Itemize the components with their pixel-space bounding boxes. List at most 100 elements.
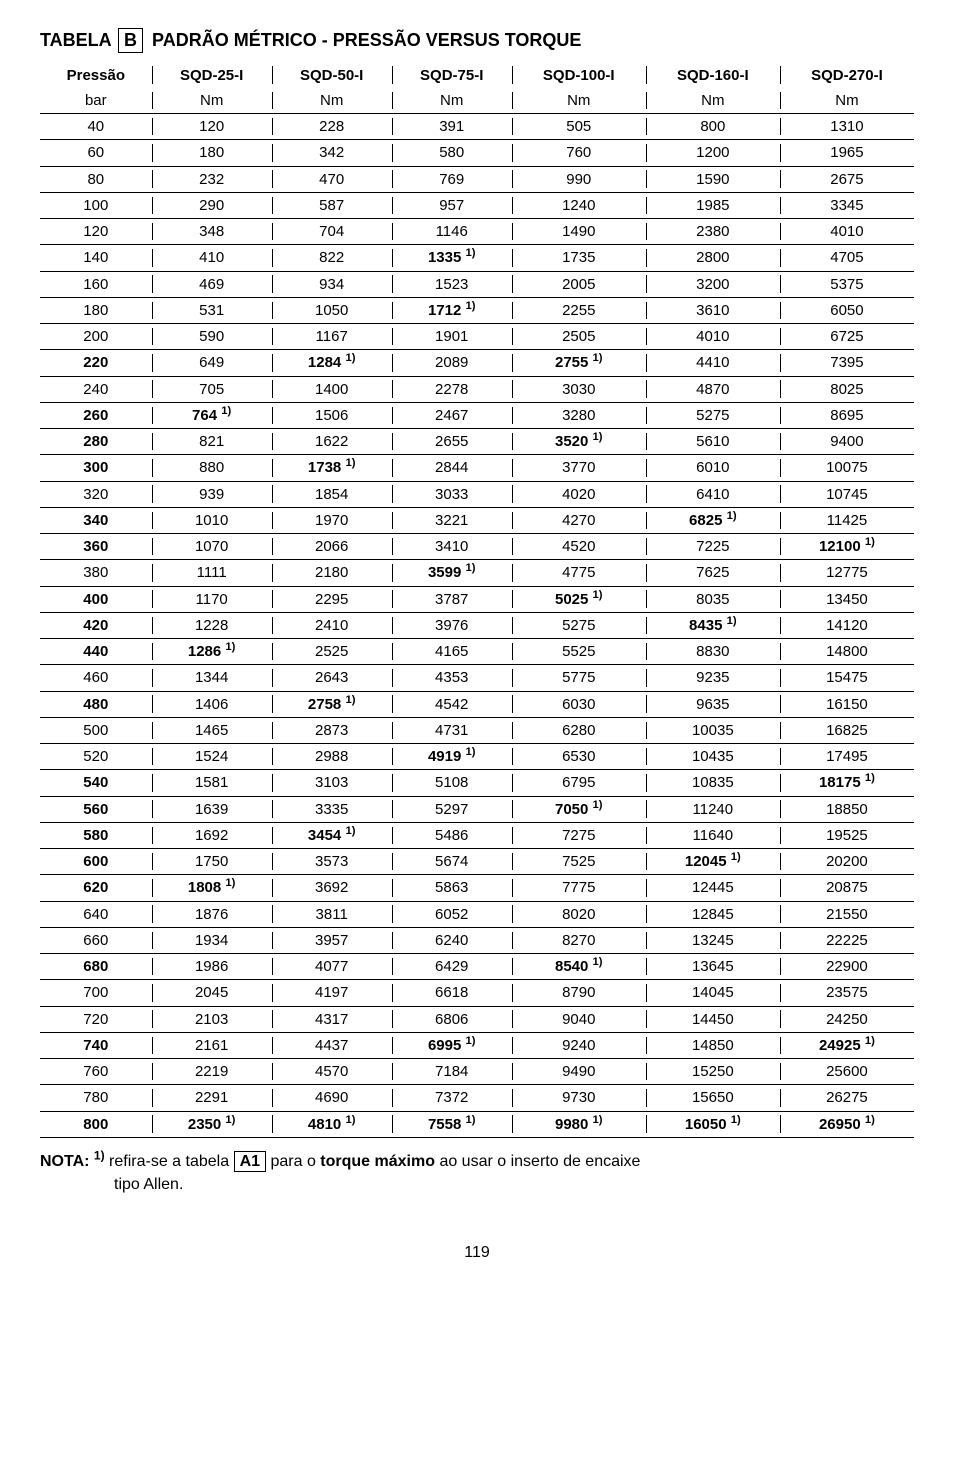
table-title: TABELA B PADRÃO MÉTRICO - PRESSÃO VERSUS… bbox=[40, 28, 914, 53]
unit-header: Nm bbox=[780, 88, 914, 114]
table-cell: 4570 bbox=[272, 1059, 392, 1085]
table-cell: 3957 bbox=[272, 927, 392, 953]
table-cell: 8695 bbox=[780, 402, 914, 428]
table-cell: 4077 bbox=[272, 954, 392, 980]
table-cell: 9400 bbox=[780, 429, 914, 455]
table-cell: 1750 bbox=[152, 849, 272, 875]
table-cell: 1240 bbox=[512, 192, 646, 218]
table-row: 4401286 1)252541655525883014800 bbox=[40, 639, 914, 665]
table-cell: 20875 bbox=[780, 875, 914, 901]
table-cell: 280 bbox=[40, 429, 152, 455]
table-cell: 4705 bbox=[780, 245, 914, 271]
table-cell: 13645 bbox=[646, 954, 780, 980]
table-cell: 6429 bbox=[392, 954, 512, 980]
unit-header: Nm bbox=[272, 88, 392, 114]
table-cell: 5610 bbox=[646, 429, 780, 455]
table-cell: 23575 bbox=[780, 980, 914, 1006]
table-cell: 6010 bbox=[646, 455, 780, 481]
table-cell: 1581 bbox=[152, 770, 272, 796]
table-cell: 640 bbox=[40, 901, 152, 927]
table-cell: 1284 1) bbox=[272, 350, 392, 376]
table-cell: 160 bbox=[40, 271, 152, 297]
table-row: 72021034317680690401445024250 bbox=[40, 1006, 914, 1032]
table-cell: 5486 bbox=[392, 822, 512, 848]
table-cell: 590 bbox=[152, 324, 272, 350]
table-cell: 1901 bbox=[392, 324, 512, 350]
table-row: 58016923454 1)548672751164019525 bbox=[40, 822, 914, 848]
table-cell: 20200 bbox=[780, 849, 914, 875]
table-cell: 1335 1) bbox=[392, 245, 512, 271]
table-cell: 540 bbox=[40, 770, 152, 796]
table-cell: 939 bbox=[152, 481, 272, 507]
table-cell: 6725 bbox=[780, 324, 914, 350]
table-cell: 14120 bbox=[780, 612, 914, 638]
table-cell: 2643 bbox=[272, 665, 392, 691]
table-cell: 769 bbox=[392, 166, 512, 192]
table-cell: 420 bbox=[40, 612, 152, 638]
table-cell: 6410 bbox=[646, 481, 780, 507]
column-header: SQD-270-I bbox=[780, 63, 914, 88]
table-cell: 22225 bbox=[780, 927, 914, 953]
table-cell: 780 bbox=[40, 1085, 152, 1111]
table-cell: 1965 bbox=[780, 140, 914, 166]
table-cell: 4010 bbox=[780, 219, 914, 245]
table-cell: 1167 bbox=[272, 324, 392, 350]
table-cell: 1934 bbox=[152, 927, 272, 953]
table-cell: 580 bbox=[392, 140, 512, 166]
table-cell: 704 bbox=[272, 219, 392, 245]
table-row: 20059011671901250540106725 bbox=[40, 324, 914, 350]
table-cell: 140 bbox=[40, 245, 152, 271]
table-cell: 9730 bbox=[512, 1085, 646, 1111]
column-header: Pressão bbox=[40, 63, 152, 88]
table-cell: 1622 bbox=[272, 429, 392, 455]
footnote: NOTA: 1) refira-se a tabela A1 para o to… bbox=[40, 1150, 914, 1196]
table-row: 6801986407764298540 1)1364522900 bbox=[40, 954, 914, 980]
table-cell: 3410 bbox=[392, 534, 512, 560]
table-row: 8002350 1)4810 1)7558 1)9980 1)16050 1)2… bbox=[40, 1111, 914, 1137]
table-cell: 2655 bbox=[392, 429, 512, 455]
table-cell: 3280 bbox=[512, 402, 646, 428]
table-cell: 3345 bbox=[780, 192, 914, 218]
table-cell: 620 bbox=[40, 875, 152, 901]
table-row: 34010101970322142706825 1)11425 bbox=[40, 507, 914, 533]
table-cell: 100 bbox=[40, 192, 152, 218]
table-cell: 3200 bbox=[646, 271, 780, 297]
table-cell: 8830 bbox=[646, 639, 780, 665]
table-cell: 400 bbox=[40, 586, 152, 612]
table-cell: 14800 bbox=[780, 639, 914, 665]
table-cell: 300 bbox=[40, 455, 152, 481]
table-cell: 15475 bbox=[780, 665, 914, 691]
table-cell: 1738 1) bbox=[272, 455, 392, 481]
table-cell: 26275 bbox=[780, 1085, 914, 1111]
table-cell: 1406 bbox=[152, 691, 272, 717]
table-cell: 3811 bbox=[272, 901, 392, 927]
table-row: 4001170229537875025 1)803513450 bbox=[40, 586, 914, 612]
table-cell: 1200 bbox=[646, 140, 780, 166]
table-cell: 800 bbox=[40, 1111, 152, 1137]
unit-header: Nm bbox=[152, 88, 272, 114]
table-cell: 2180 bbox=[272, 560, 392, 586]
table-cell: 500 bbox=[40, 717, 152, 743]
table-cell: 19525 bbox=[780, 822, 914, 848]
note-box-a1: A1 bbox=[234, 1151, 266, 1172]
table-cell: 469 bbox=[152, 271, 272, 297]
table-cell: 10745 bbox=[780, 481, 914, 507]
table-cell: 2755 1) bbox=[512, 350, 646, 376]
table-cell: 6280 bbox=[512, 717, 646, 743]
table-cell: 16825 bbox=[780, 717, 914, 743]
table-row: 18053110501712 1)225536106050 bbox=[40, 297, 914, 323]
note-text-3: ao usar o inserto de encaixe bbox=[439, 1153, 640, 1170]
table-cell: 14045 bbox=[646, 980, 780, 1006]
note-text-2: para o bbox=[270, 1153, 315, 1170]
table-cell: 2410 bbox=[272, 612, 392, 638]
table-cell: 760 bbox=[40, 1059, 152, 1085]
table-cell: 25600 bbox=[780, 1059, 914, 1085]
table-cell: 7184 bbox=[392, 1059, 512, 1085]
table-cell: 8020 bbox=[512, 901, 646, 927]
table-cell: 7050 1) bbox=[512, 796, 646, 822]
table-cell: 2045 bbox=[152, 980, 272, 1006]
table-cell: 2844 bbox=[392, 455, 512, 481]
table-cell: 3787 bbox=[392, 586, 512, 612]
table-cell: 220 bbox=[40, 350, 152, 376]
table-cell: 10835 bbox=[646, 770, 780, 796]
